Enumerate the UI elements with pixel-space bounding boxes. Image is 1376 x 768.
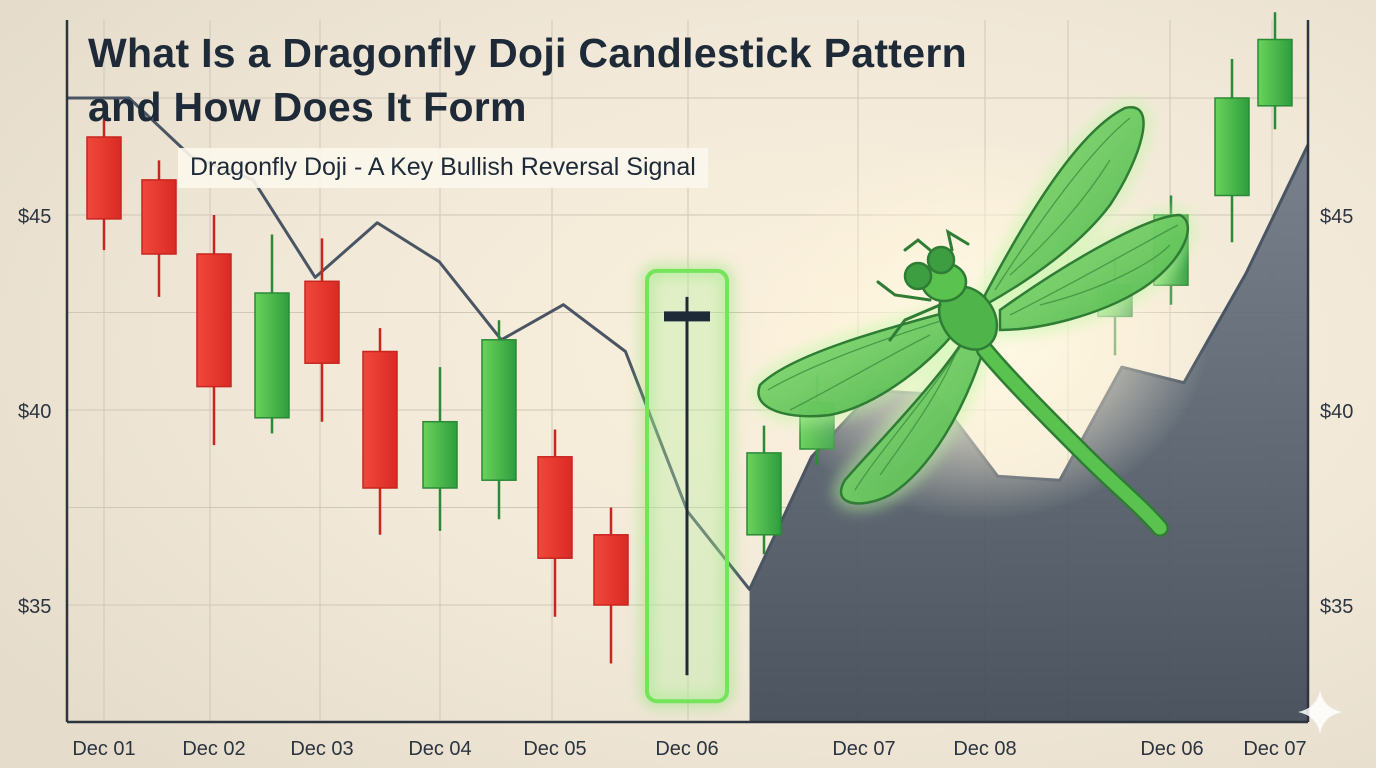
candle-body xyxy=(537,456,573,559)
candle xyxy=(1214,59,1250,243)
y-tick-label-right: $35 xyxy=(1320,596,1353,618)
candle xyxy=(254,234,290,434)
x-tick-label: Dec 08 xyxy=(953,738,1016,760)
candle xyxy=(304,238,340,422)
candle-body xyxy=(196,253,232,388)
candle-body xyxy=(304,280,340,364)
candle xyxy=(362,328,398,535)
candle xyxy=(481,320,517,520)
dragonfly-icon xyxy=(750,100,1210,537)
candle-body xyxy=(746,452,782,536)
x-tick-label: Dec 05 xyxy=(523,738,586,760)
candle-body xyxy=(86,136,122,220)
candle-body xyxy=(141,179,177,255)
candle-body xyxy=(1257,38,1293,107)
candle xyxy=(196,215,232,446)
candle xyxy=(593,507,629,664)
chart-subtitle: Dragonfly Doji - A Key Bullish Reversal … xyxy=(178,148,708,188)
candle xyxy=(422,367,458,531)
x-tick-label: Dec 06 xyxy=(655,738,718,760)
x-tick-label: Dec 06 xyxy=(1140,738,1203,760)
x-tick-label: Dec 07 xyxy=(1243,738,1306,760)
x-tick-label: Dec 01 xyxy=(72,738,135,760)
candle xyxy=(537,429,573,617)
x-tick-label: Dec 07 xyxy=(832,738,895,760)
x-tick-label: Dec 03 xyxy=(290,738,353,760)
candle-body xyxy=(481,339,517,481)
sparkle-icon xyxy=(1298,690,1342,734)
candle xyxy=(141,160,177,297)
candle-body xyxy=(362,350,398,489)
candle xyxy=(86,117,122,251)
candle-body xyxy=(254,292,290,419)
candle xyxy=(1257,12,1293,130)
dragonfly-doji-candle xyxy=(641,264,733,708)
trend-area xyxy=(749,144,1308,723)
candle xyxy=(746,425,782,555)
y-tick-label-left: $35 xyxy=(18,596,51,618)
y-tick-label-left: $45 xyxy=(18,206,51,228)
y-tick-label-left: $40 xyxy=(18,401,51,423)
chart-title-line-1: What Is a Dragonfly Doji Candlestick Pat… xyxy=(88,30,967,76)
candle-body xyxy=(422,420,458,489)
x-tick-label: Dec 02 xyxy=(182,738,245,760)
y-tick-label-right: $40 xyxy=(1320,401,1353,423)
chart-title-line-2: and How Does It Form xyxy=(88,84,527,130)
x-tick-label: Dec 04 xyxy=(408,738,471,760)
candle-body xyxy=(593,534,629,606)
y-tick-label-right: $45 xyxy=(1320,206,1353,228)
doji-body xyxy=(664,311,710,322)
candle-body xyxy=(1214,97,1250,197)
